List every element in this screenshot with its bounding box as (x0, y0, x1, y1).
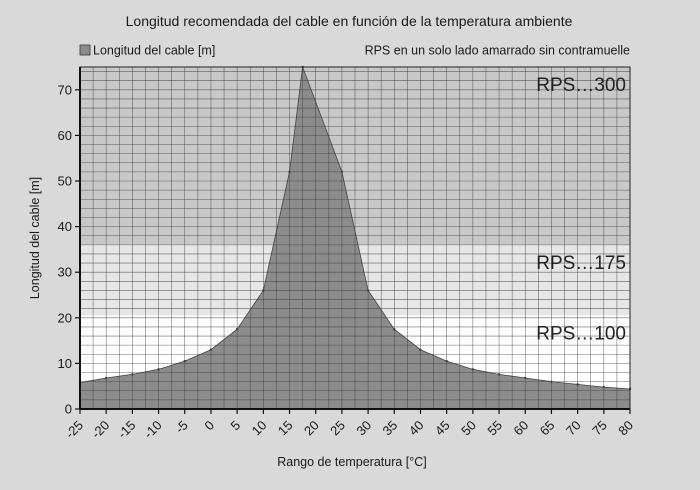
x-tick-label: 10 (249, 418, 270, 439)
legend-label: Longitud del cable [m] (93, 44, 215, 58)
y-tick-label: 40 (58, 219, 72, 234)
x-tick-label: -15 (115, 418, 139, 442)
legend-note: RPS en un solo lado amarrado sin contram… (365, 44, 630, 58)
x-tick-label: 75 (589, 418, 610, 439)
legend-swatch (79, 44, 91, 56)
x-tick-label: 0 (201, 418, 217, 434)
y-axis-label: Longitud del cable [m] (28, 177, 42, 299)
x-tick-label: 15 (275, 418, 296, 439)
y-tick-label: 10 (58, 356, 72, 371)
zone-label-1: RPS…175 (536, 253, 626, 274)
y-tick-label: 70 (58, 82, 72, 97)
grid-layer (80, 67, 630, 409)
zone-labels-layer: RPS…300 RPS…175 RPS…100 (536, 75, 626, 345)
x-tick-label: 30 (353, 418, 374, 439)
x-tick-label: 45 (432, 418, 453, 439)
x-tick-label: -20 (88, 418, 112, 442)
x-tick-label: 20 (301, 418, 322, 439)
x-tick-label: -25 (62, 418, 86, 442)
x-tick-label: 55 (484, 418, 505, 439)
y-tick-label: 30 (58, 265, 72, 280)
x-tick-label: -5 (172, 418, 191, 437)
zone-label-2: RPS…100 (536, 324, 626, 345)
zone-label-0: RPS…300 (536, 75, 626, 96)
x-tick-label: 5 (228, 418, 244, 434)
x-tick-label: 65 (537, 418, 558, 439)
x-axis-label: Rango de temperatura [°C] (277, 455, 427, 469)
x-tick-label: 80 (615, 418, 636, 439)
x-tick-label: 25 (327, 418, 348, 439)
y-tick-label: 0 (65, 402, 72, 417)
chart-title: Longitud recomendada del cable en funció… (126, 13, 573, 29)
axes-layer (79, 66, 631, 410)
y-tick-label: 60 (58, 128, 72, 143)
x-tick-label: 35 (380, 418, 401, 439)
x-tick-label: 70 (563, 418, 584, 439)
y-tick-label: 50 (58, 174, 72, 189)
x-tick-label: 50 (458, 418, 479, 439)
x-tick-label: -10 (141, 418, 165, 442)
x-tick-label: 40 (406, 418, 427, 439)
y-tick-label: 20 (58, 310, 72, 325)
x-tick-label: 60 (511, 418, 532, 439)
